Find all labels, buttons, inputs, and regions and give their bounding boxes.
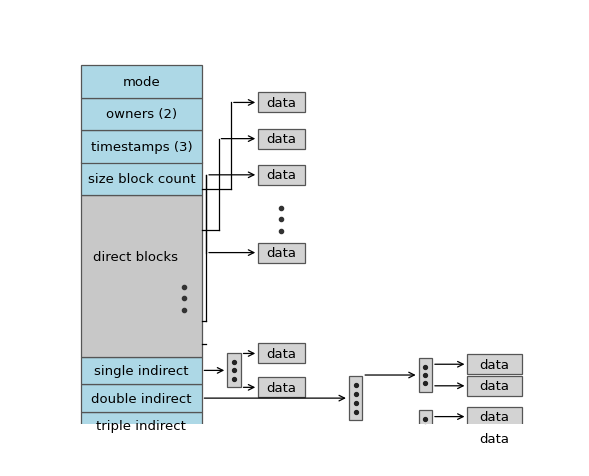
- Text: size block count: size block count: [88, 173, 195, 186]
- Bar: [258, 377, 305, 397]
- Text: data: data: [266, 347, 296, 360]
- Text: data: data: [266, 133, 296, 146]
- Bar: [467, 428, 522, 448]
- Bar: [81, 412, 201, 440]
- Text: mode: mode: [123, 76, 160, 89]
- Bar: [258, 344, 305, 364]
- Bar: [349, 376, 362, 421]
- Text: single indirect: single indirect: [94, 364, 188, 377]
- Bar: [81, 66, 201, 99]
- Bar: [467, 376, 522, 396]
- Bar: [227, 354, 241, 387]
- Bar: [258, 93, 305, 113]
- Bar: [419, 358, 432, 392]
- Bar: [81, 196, 201, 357]
- Bar: [258, 166, 305, 186]
- Bar: [467, 407, 522, 426]
- Text: data: data: [266, 247, 296, 259]
- Bar: [419, 411, 432, 445]
- Text: data: data: [266, 381, 296, 394]
- Bar: [467, 355, 522, 375]
- Text: double indirect: double indirect: [91, 392, 191, 405]
- Text: owners (2): owners (2): [106, 108, 177, 121]
- Text: data: data: [479, 379, 509, 393]
- Text: triple indirect: triple indirect: [97, 419, 186, 432]
- Bar: [258, 129, 305, 149]
- Text: data: data: [266, 97, 296, 109]
- Bar: [81, 385, 201, 412]
- Text: data: data: [479, 410, 509, 423]
- Bar: [258, 243, 305, 263]
- Bar: [81, 131, 201, 163]
- Text: data: data: [479, 432, 509, 445]
- Bar: [81, 99, 201, 131]
- Text: timestamps (3): timestamps (3): [91, 140, 192, 153]
- Text: data: data: [479, 358, 509, 371]
- Text: direct blocks: direct blocks: [93, 250, 178, 263]
- Bar: [81, 163, 201, 196]
- Text: data: data: [266, 169, 296, 182]
- Bar: [81, 357, 201, 385]
